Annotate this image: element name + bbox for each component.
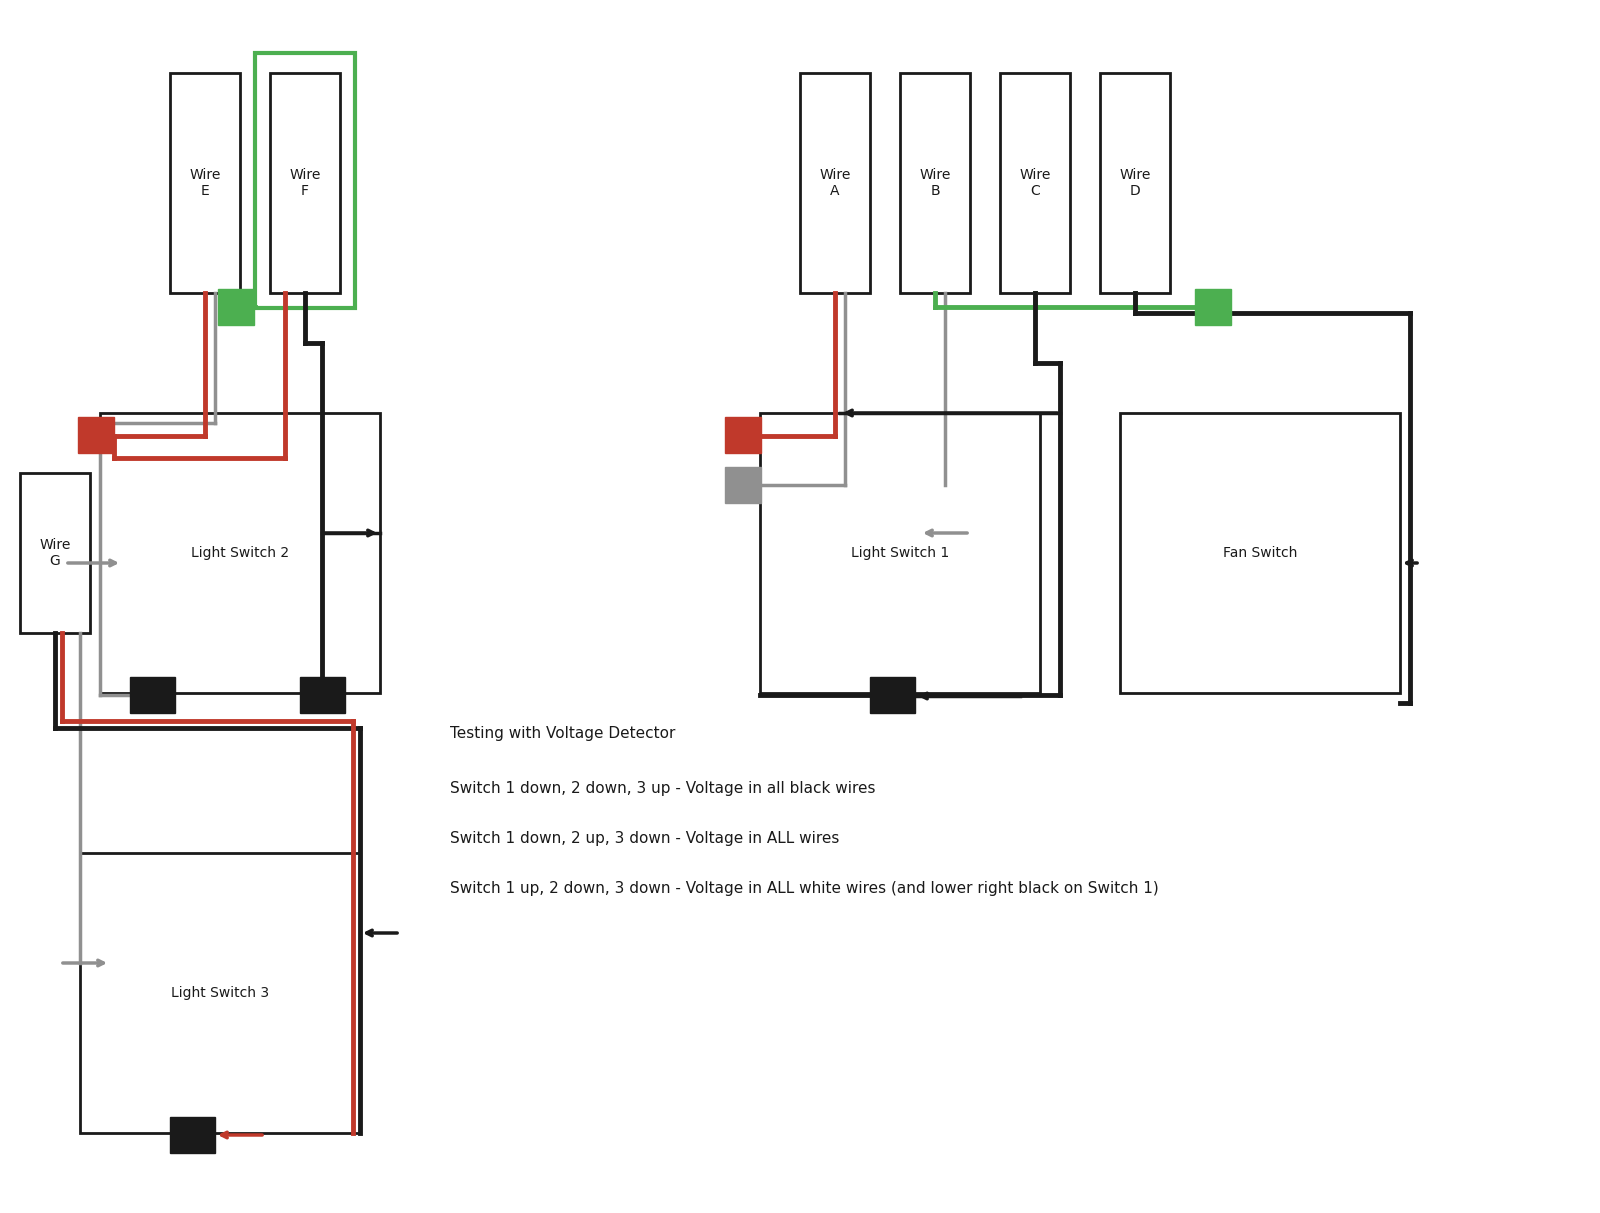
Bar — [870, 677, 915, 713]
Bar — [1195, 289, 1230, 325]
Text: Wire
A: Wire A — [819, 167, 851, 198]
Bar — [725, 467, 762, 503]
Bar — [130, 677, 174, 713]
Text: Switch 1 down, 2 up, 3 down - Voltage in ALL wires: Switch 1 down, 2 up, 3 down - Voltage in… — [450, 831, 840, 845]
Text: Wire
B: Wire B — [920, 167, 950, 198]
Text: Light Switch 3: Light Switch 3 — [171, 986, 269, 1000]
Bar — [270, 73, 341, 294]
Bar — [901, 73, 970, 294]
Bar — [78, 417, 114, 452]
Text: Fan Switch: Fan Switch — [1222, 546, 1298, 560]
Bar — [800, 73, 870, 294]
Text: Wire
F: Wire F — [290, 167, 320, 198]
Bar — [725, 417, 762, 452]
Bar — [101, 412, 381, 693]
Text: Switch 1 up, 2 down, 3 down - Voltage in ALL white wires (and lower right black : Switch 1 up, 2 down, 3 down - Voltage in… — [450, 881, 1158, 895]
Bar — [170, 1117, 214, 1154]
Text: Light Switch 1: Light Switch 1 — [851, 546, 949, 560]
Text: Wire
E: Wire E — [189, 167, 221, 198]
Text: Wire
C: Wire C — [1019, 167, 1051, 198]
Text: Wire
D: Wire D — [1120, 167, 1150, 198]
Bar — [301, 677, 346, 713]
Bar — [1101, 73, 1170, 294]
Bar — [218, 289, 254, 325]
Text: Testing with Voltage Detector: Testing with Voltage Detector — [450, 725, 675, 740]
Bar — [1120, 412, 1400, 693]
Bar — [760, 412, 1040, 693]
Bar — [21, 473, 90, 633]
Bar — [80, 853, 360, 1133]
Text: Wire
G: Wire G — [40, 537, 70, 568]
Bar — [170, 73, 240, 294]
Bar — [1000, 73, 1070, 294]
Text: Switch 1 down, 2 down, 3 up - Voltage in all black wires: Switch 1 down, 2 down, 3 up - Voltage in… — [450, 780, 875, 796]
Bar — [254, 53, 355, 308]
Text: Light Switch 2: Light Switch 2 — [190, 546, 290, 560]
